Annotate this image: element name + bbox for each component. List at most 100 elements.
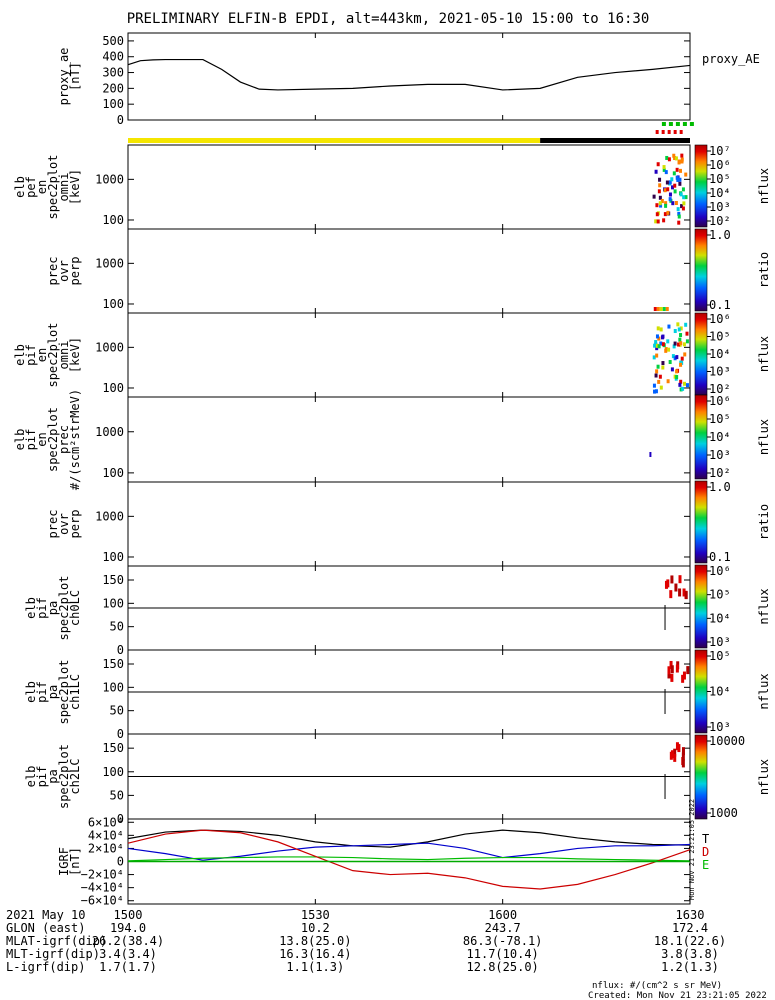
heatmap-cell xyxy=(673,189,677,194)
heatmap-cell xyxy=(667,324,671,329)
heatmap-cell xyxy=(676,177,680,182)
y-axis-label: [keV] xyxy=(68,169,82,205)
heatmap-cell xyxy=(662,167,666,172)
y-axis-label: ch0LC xyxy=(68,590,82,626)
heatmap-cell xyxy=(684,195,688,200)
heatmap-cell xyxy=(682,195,686,200)
y-axis-label: elb xyxy=(24,766,38,788)
heatmap-cell xyxy=(666,210,670,215)
heatmap-cell xyxy=(685,331,689,336)
colorbar-label: nflux xyxy=(757,673,771,709)
heatmap-cell xyxy=(675,375,679,380)
heatmap-cell xyxy=(678,382,682,387)
panels-layer: 0100200300400500proxy_ae[nT]proxy_AE1001… xyxy=(13,32,760,908)
colorbar-tick-label: 1.0 xyxy=(709,480,731,494)
colorbar-tick-label: 10⁴ xyxy=(709,430,731,444)
y-axis-label: ch2LC xyxy=(68,758,82,794)
heatmap-cell xyxy=(659,307,663,311)
heatmap-cell xyxy=(670,367,674,372)
heatmap-cell xyxy=(680,153,684,158)
panel-4: 100 1000 elbpifenspec2plotprec#/(scm²strMe… xyxy=(13,389,691,490)
y-tick-label: 2×10⁴ xyxy=(88,841,124,855)
y-tick-label: 0 xyxy=(117,643,124,657)
heatmap-cell xyxy=(661,334,665,339)
ephemeris-value: 243.7 xyxy=(485,921,521,935)
heatmap-cell xyxy=(680,157,684,162)
y-tick-label: 100 xyxy=(102,596,124,610)
heatmap-cell xyxy=(662,307,666,311)
ephemeris-date-label: 2021 May 10 xyxy=(6,908,85,922)
heatmap-cell xyxy=(683,352,687,357)
y-axis-label: spec2plot xyxy=(57,659,71,724)
colorbar-tick-label: 10⁶ xyxy=(709,564,731,578)
heatmap-cell xyxy=(668,197,672,202)
heatmap-cell xyxy=(678,168,682,173)
y-axis-label: pa xyxy=(46,769,60,783)
heatmap-cell xyxy=(678,181,682,186)
heatmap-cell xyxy=(681,752,685,761)
ephemeris-row-label: MLT-igrf(dip) xyxy=(6,947,100,961)
heatmap-cell xyxy=(677,327,681,332)
series-line-0 xyxy=(127,58,691,91)
heatmap-cell xyxy=(675,175,679,180)
heatmap-cell xyxy=(673,753,677,762)
heatmap-cell xyxy=(676,207,680,212)
y-tick-label: −2×10⁴ xyxy=(81,868,124,882)
heatmap-cell xyxy=(665,180,669,185)
colorbar-tick-label: 10³ xyxy=(709,448,731,462)
y-tick-label: 500 xyxy=(102,34,124,48)
panel-frame xyxy=(127,396,691,483)
colorbar-tick-label: 10⁴ xyxy=(709,347,731,361)
y-tick-label: 0 xyxy=(117,812,124,826)
y-axis-label: pif xyxy=(35,766,49,788)
zone-marker-red xyxy=(679,130,683,134)
y-axis-label: pa xyxy=(46,685,60,699)
heatmap-cell xyxy=(653,389,657,394)
colorbar-label: nflux xyxy=(757,336,771,372)
heatmap-cell xyxy=(678,177,682,182)
series-legend-letter: E xyxy=(702,858,709,872)
series-legend-letter: T xyxy=(702,832,709,846)
y-axis-label: pa xyxy=(46,601,60,615)
ephemeris-value: 16.3(16.4) xyxy=(279,947,351,961)
colorbar-tick-label: 10⁴ xyxy=(709,186,731,200)
heatmap-cell xyxy=(654,389,658,394)
heatmap-cell xyxy=(670,750,674,759)
colorbar-tick-label: 10⁵ xyxy=(709,172,731,186)
y-axis-label: elb xyxy=(24,597,38,619)
y-axis-label: prec xyxy=(46,510,60,539)
heatmap-cell xyxy=(658,183,662,188)
heatmap-cell xyxy=(657,344,661,349)
y-tick-label: 100 xyxy=(102,297,124,311)
state-bar-sunlit xyxy=(128,138,541,143)
y-axis-label: en xyxy=(35,432,49,446)
y-tick-label: 150 xyxy=(102,573,124,587)
heatmap-cell xyxy=(661,365,665,370)
heatmap-cell xyxy=(682,201,686,206)
colorbar-6: 10⁵ 10⁴ 10³ nflux xyxy=(694,649,771,734)
heatmap-cell xyxy=(673,183,677,188)
heatmap-cell xyxy=(655,346,659,351)
y-tick-label: 1000 xyxy=(95,340,124,354)
heatmap-cell xyxy=(666,379,670,384)
heatmap-cell xyxy=(682,671,686,680)
heatmap-cell xyxy=(679,333,683,338)
y-axis-label: perp xyxy=(68,510,82,539)
ephemeris-value: 13.8(25.0) xyxy=(279,934,351,948)
colorbar-tick-label: 1.0 xyxy=(709,228,731,242)
y-axis-label: [keV] xyxy=(68,337,82,373)
ephemeris-value: 3.4(3.4) xyxy=(99,947,157,961)
heatmap-cell xyxy=(655,212,659,217)
panel-9: 6×10⁴4×10⁴2×10⁴0−2×10⁴−4×10⁴−6×10⁴IGRF[n… xyxy=(57,815,709,907)
ephemeris-time-label: 1500 xyxy=(114,908,143,922)
heatmap-cell xyxy=(670,673,674,682)
heatmap-cell xyxy=(652,383,656,388)
heatmap-cell xyxy=(663,212,667,217)
y-axis-label: omni xyxy=(57,341,71,370)
colorbar-gradient xyxy=(694,144,708,228)
heatmap-cell xyxy=(655,353,659,358)
heatmap-cell xyxy=(664,203,668,208)
heatmap-cell xyxy=(684,172,688,177)
